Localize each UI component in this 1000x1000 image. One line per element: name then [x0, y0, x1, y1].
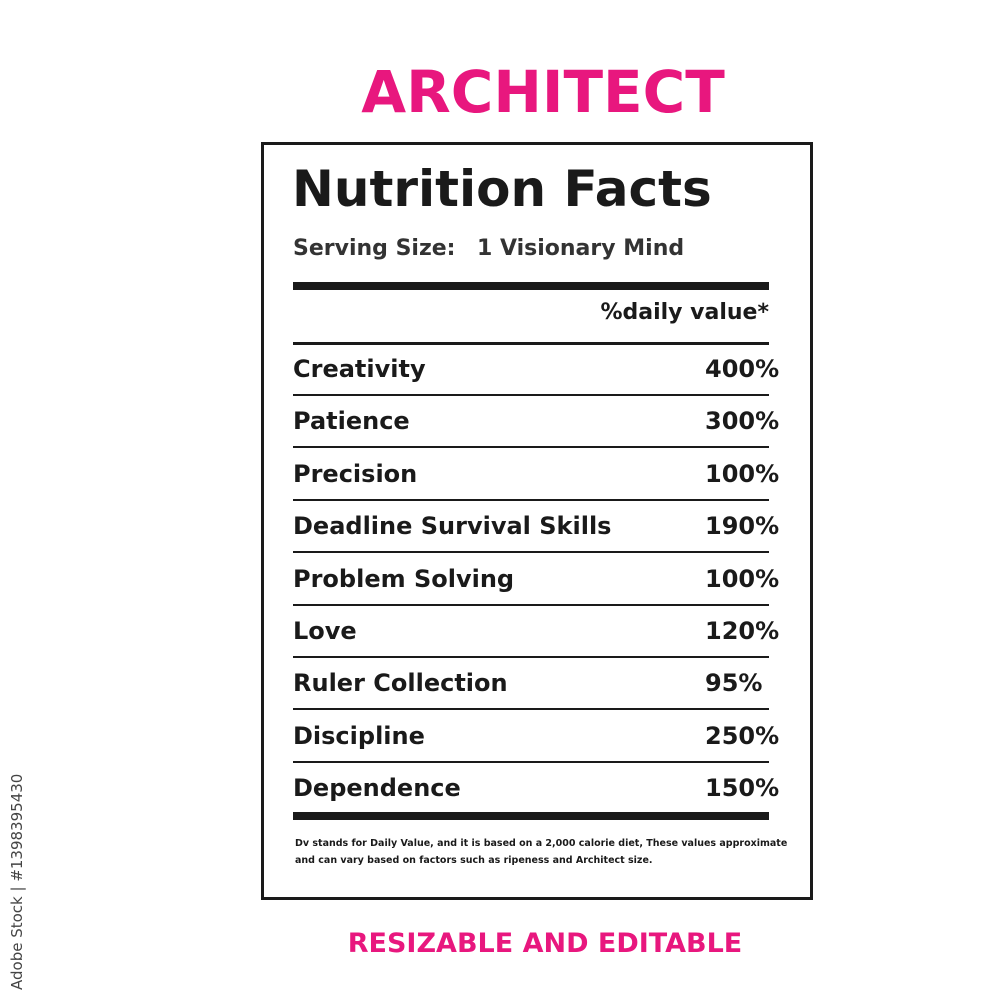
footnote-line: and can vary based on factors such as ri… [295, 855, 653, 866]
nutrient-name: Problem Solving [293, 564, 515, 593]
footer: RESIZABLE AND EDITABLE [347, 928, 743, 959]
rule [293, 656, 769, 658]
rule [293, 708, 769, 711]
daily-value-header: %daily value* [600, 300, 769, 325]
rule [293, 603, 769, 606]
rule [293, 394, 769, 396]
footnote-line: Dv stands for Daily Value, and it is bas… [295, 838, 788, 849]
thick-rule [293, 282, 769, 290]
watermark: Adobe Stock | #1398395430 [8, 773, 26, 990]
nutrient-value: 95% [705, 669, 763, 698]
nutrient-value: 150% [705, 774, 780, 803]
title: ARCHITECT [361, 58, 725, 126]
nutrient-value: 400% [705, 355, 780, 383]
nutrient-value: 300% [705, 407, 780, 436]
rule [293, 446, 769, 449]
nutrient-name: Deadline Survival Skills [293, 512, 612, 541]
nutrient-name: Love [293, 617, 357, 645]
rule [293, 498, 769, 501]
nutrient-value: 250% [705, 721, 780, 750]
nutrient-value: 120% [705, 617, 780, 645]
serving-value: 1 Visionary Mind [477, 236, 685, 261]
rule [293, 342, 769, 345]
nutrient-name: Ruler Collection [293, 669, 508, 698]
serving-label: Serving Size: [293, 236, 456, 261]
nutrient-value: 100% [705, 564, 780, 593]
nutrient-name: Creativity [293, 355, 426, 383]
nutrient-value: 100% [705, 459, 780, 488]
nutrient-name: Patience [293, 407, 410, 436]
label-box [261, 142, 813, 900]
label-heading: Nutrition Facts [292, 160, 712, 218]
nutrient-name: Dependence [293, 774, 461, 803]
nutrient-name: Precision [293, 459, 418, 488]
nutrient-name: Discipline [293, 721, 425, 750]
rule [293, 551, 769, 554]
thick-rule [293, 812, 769, 820]
nutrient-value: 190% [705, 512, 780, 541]
rule [293, 760, 769, 763]
